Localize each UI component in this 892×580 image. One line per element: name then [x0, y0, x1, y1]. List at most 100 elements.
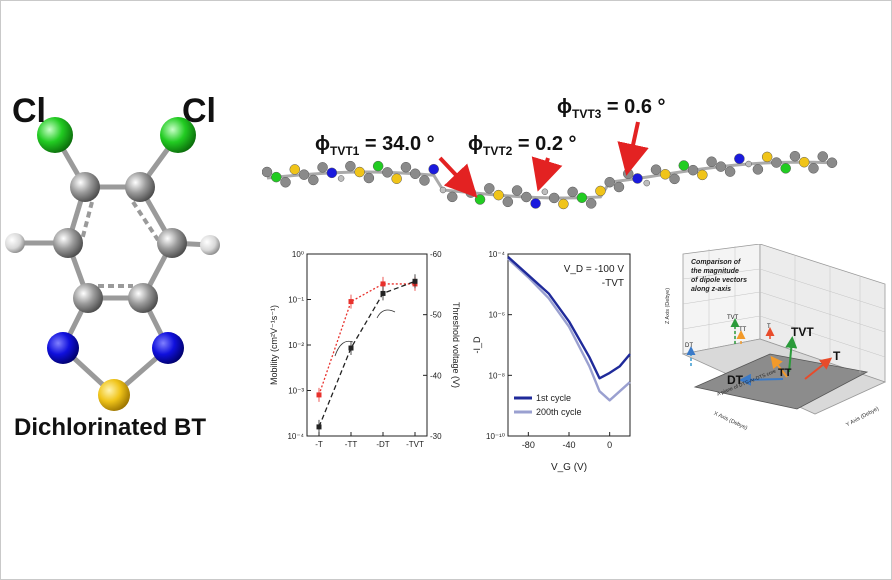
- arrow-tvt2: [531, 156, 563, 192]
- c-atom: [125, 172, 155, 202]
- atom: [567, 186, 578, 198]
- x-tick-label: -40: [562, 440, 575, 450]
- guide-arrow: [334, 340, 354, 357]
- y-tick-label: 10⁻⁸: [489, 371, 506, 380]
- c-atom: [157, 228, 187, 258]
- atom: [521, 191, 532, 203]
- phi-symbol: ϕ: [468, 133, 483, 155]
- phi-symbol: ϕ: [557, 96, 572, 118]
- atom: [391, 173, 402, 184]
- atom: [400, 161, 412, 173]
- dihedral-arrows: [438, 121, 649, 198]
- s-atom: [98, 379, 130, 411]
- legend-label-1st-cycle: 1st cycle: [536, 393, 571, 403]
- dihedral-value: = 0.2 °: [512, 133, 577, 155]
- atom: [474, 194, 486, 205]
- atom: [808, 163, 819, 174]
- atom: [354, 166, 365, 178]
- data-point: [316, 392, 322, 398]
- atom: [761, 151, 773, 163]
- vector-label-tt: TT: [778, 367, 792, 379]
- h-atom-left: [5, 233, 25, 253]
- chart-transfer-curves: 10⁻⁴ 10⁻⁶ 10⁻⁸ 10⁻¹⁰ -80 -40 0 -I_D V_G (V) V…: [472, 250, 631, 473]
- y-axis-label: -I_D: [472, 336, 482, 354]
- atom: [817, 151, 828, 162]
- molecule-caption: Dichlorinated BT: [14, 414, 207, 441]
- title-line: Comparison of: [691, 259, 741, 266]
- y-tick-label: 10⁻⁴: [287, 432, 304, 441]
- atom: [419, 175, 430, 186]
- dihedral-label-tvt1: ϕTVT1 = 34.0 °: [315, 133, 435, 158]
- guide-arrow: [376, 309, 396, 319]
- x-axis-label: X Axis (Debye): [713, 411, 749, 432]
- y-tick-label: 10⁻³: [288, 387, 304, 396]
- cl-label-left: Cl: [12, 92, 46, 130]
- molecule-dichlorinated-bt: [5, 117, 220, 411]
- c-atom: [53, 228, 83, 258]
- y-tick-label: 10⁻¹: [288, 296, 304, 305]
- vector-label-t: T: [833, 349, 841, 363]
- y-tick-label-right: -50: [430, 311, 442, 320]
- small-vector-label-tvt: TVT: [727, 315, 739, 321]
- vector-tt: [770, 355, 788, 378]
- small-vector-label-dt: DT: [685, 343, 693, 349]
- data-point: [316, 424, 322, 430]
- atom: [289, 164, 301, 175]
- x-axis-label: V_G (V): [551, 462, 587, 473]
- atom: [409, 168, 421, 180]
- atom: [752, 164, 764, 175]
- arrow-tvt3: [617, 121, 649, 176]
- atom: [345, 160, 356, 172]
- c-atom: [70, 172, 100, 202]
- atom: [308, 174, 319, 186]
- data-point: [380, 281, 386, 287]
- y-axis-label: Y Axis (Debye): [845, 406, 880, 428]
- atom: [576, 192, 588, 203]
- atom: [326, 167, 338, 179]
- atom: [585, 198, 597, 209]
- plot-frame: [306, 253, 428, 437]
- y-tick-label: 10⁻⁴: [488, 250, 505, 259]
- x-tick-label: -TT: [345, 440, 358, 449]
- phi-symbol: ϕ: [315, 133, 330, 155]
- y-tick-label-right: -40: [430, 371, 442, 380]
- y-axis-label-right: Threshold voltage (V): [451, 302, 461, 388]
- cl-atom-left: [37, 117, 73, 153]
- chart-dipole-vectors-3d: TVT T TT DT TVT TT T DT Comparison of th…: [665, 244, 887, 432]
- atom: [317, 162, 328, 173]
- dihedral-value: = 34.0 °: [359, 133, 435, 155]
- atom: [484, 183, 495, 194]
- atom: [780, 163, 791, 174]
- x-tick-label: -DT: [376, 440, 389, 449]
- n-atom-left: [47, 332, 79, 364]
- series-line: [507, 256, 631, 380]
- dihedral-subscript: TVT1: [330, 144, 360, 158]
- atom: [643, 179, 651, 187]
- title-line: of dipole vectors: [691, 277, 747, 284]
- h-atom-right: [200, 235, 220, 255]
- atom: [298, 169, 310, 180]
- c-atom: [128, 283, 158, 313]
- atom: [604, 176, 615, 188]
- y-tick-label: 10⁻⁶: [489, 311, 505, 320]
- atom: [771, 157, 782, 168]
- c-atom: [73, 283, 103, 313]
- series-line: [318, 283, 415, 396]
- series-line: [318, 280, 416, 428]
- atom: [262, 166, 273, 178]
- atom: [669, 173, 680, 185]
- y-tick-label-right: -30: [430, 432, 442, 441]
- atom: [595, 185, 606, 197]
- legend: 1st cycle 200th cycle: [514, 393, 582, 417]
- atom: [280, 177, 291, 188]
- atom: [558, 198, 569, 210]
- small-vector-label-tt: TT: [739, 327, 747, 333]
- vector-tvt: [785, 336, 798, 373]
- x-tick-label: 0: [607, 440, 612, 450]
- atom: [372, 160, 384, 172]
- atom: [428, 163, 439, 175]
- y-tick-label: 10⁻²: [288, 341, 304, 350]
- data-point: [348, 345, 354, 351]
- atom: [745, 160, 752, 168]
- x-tick-label: -T: [315, 440, 323, 449]
